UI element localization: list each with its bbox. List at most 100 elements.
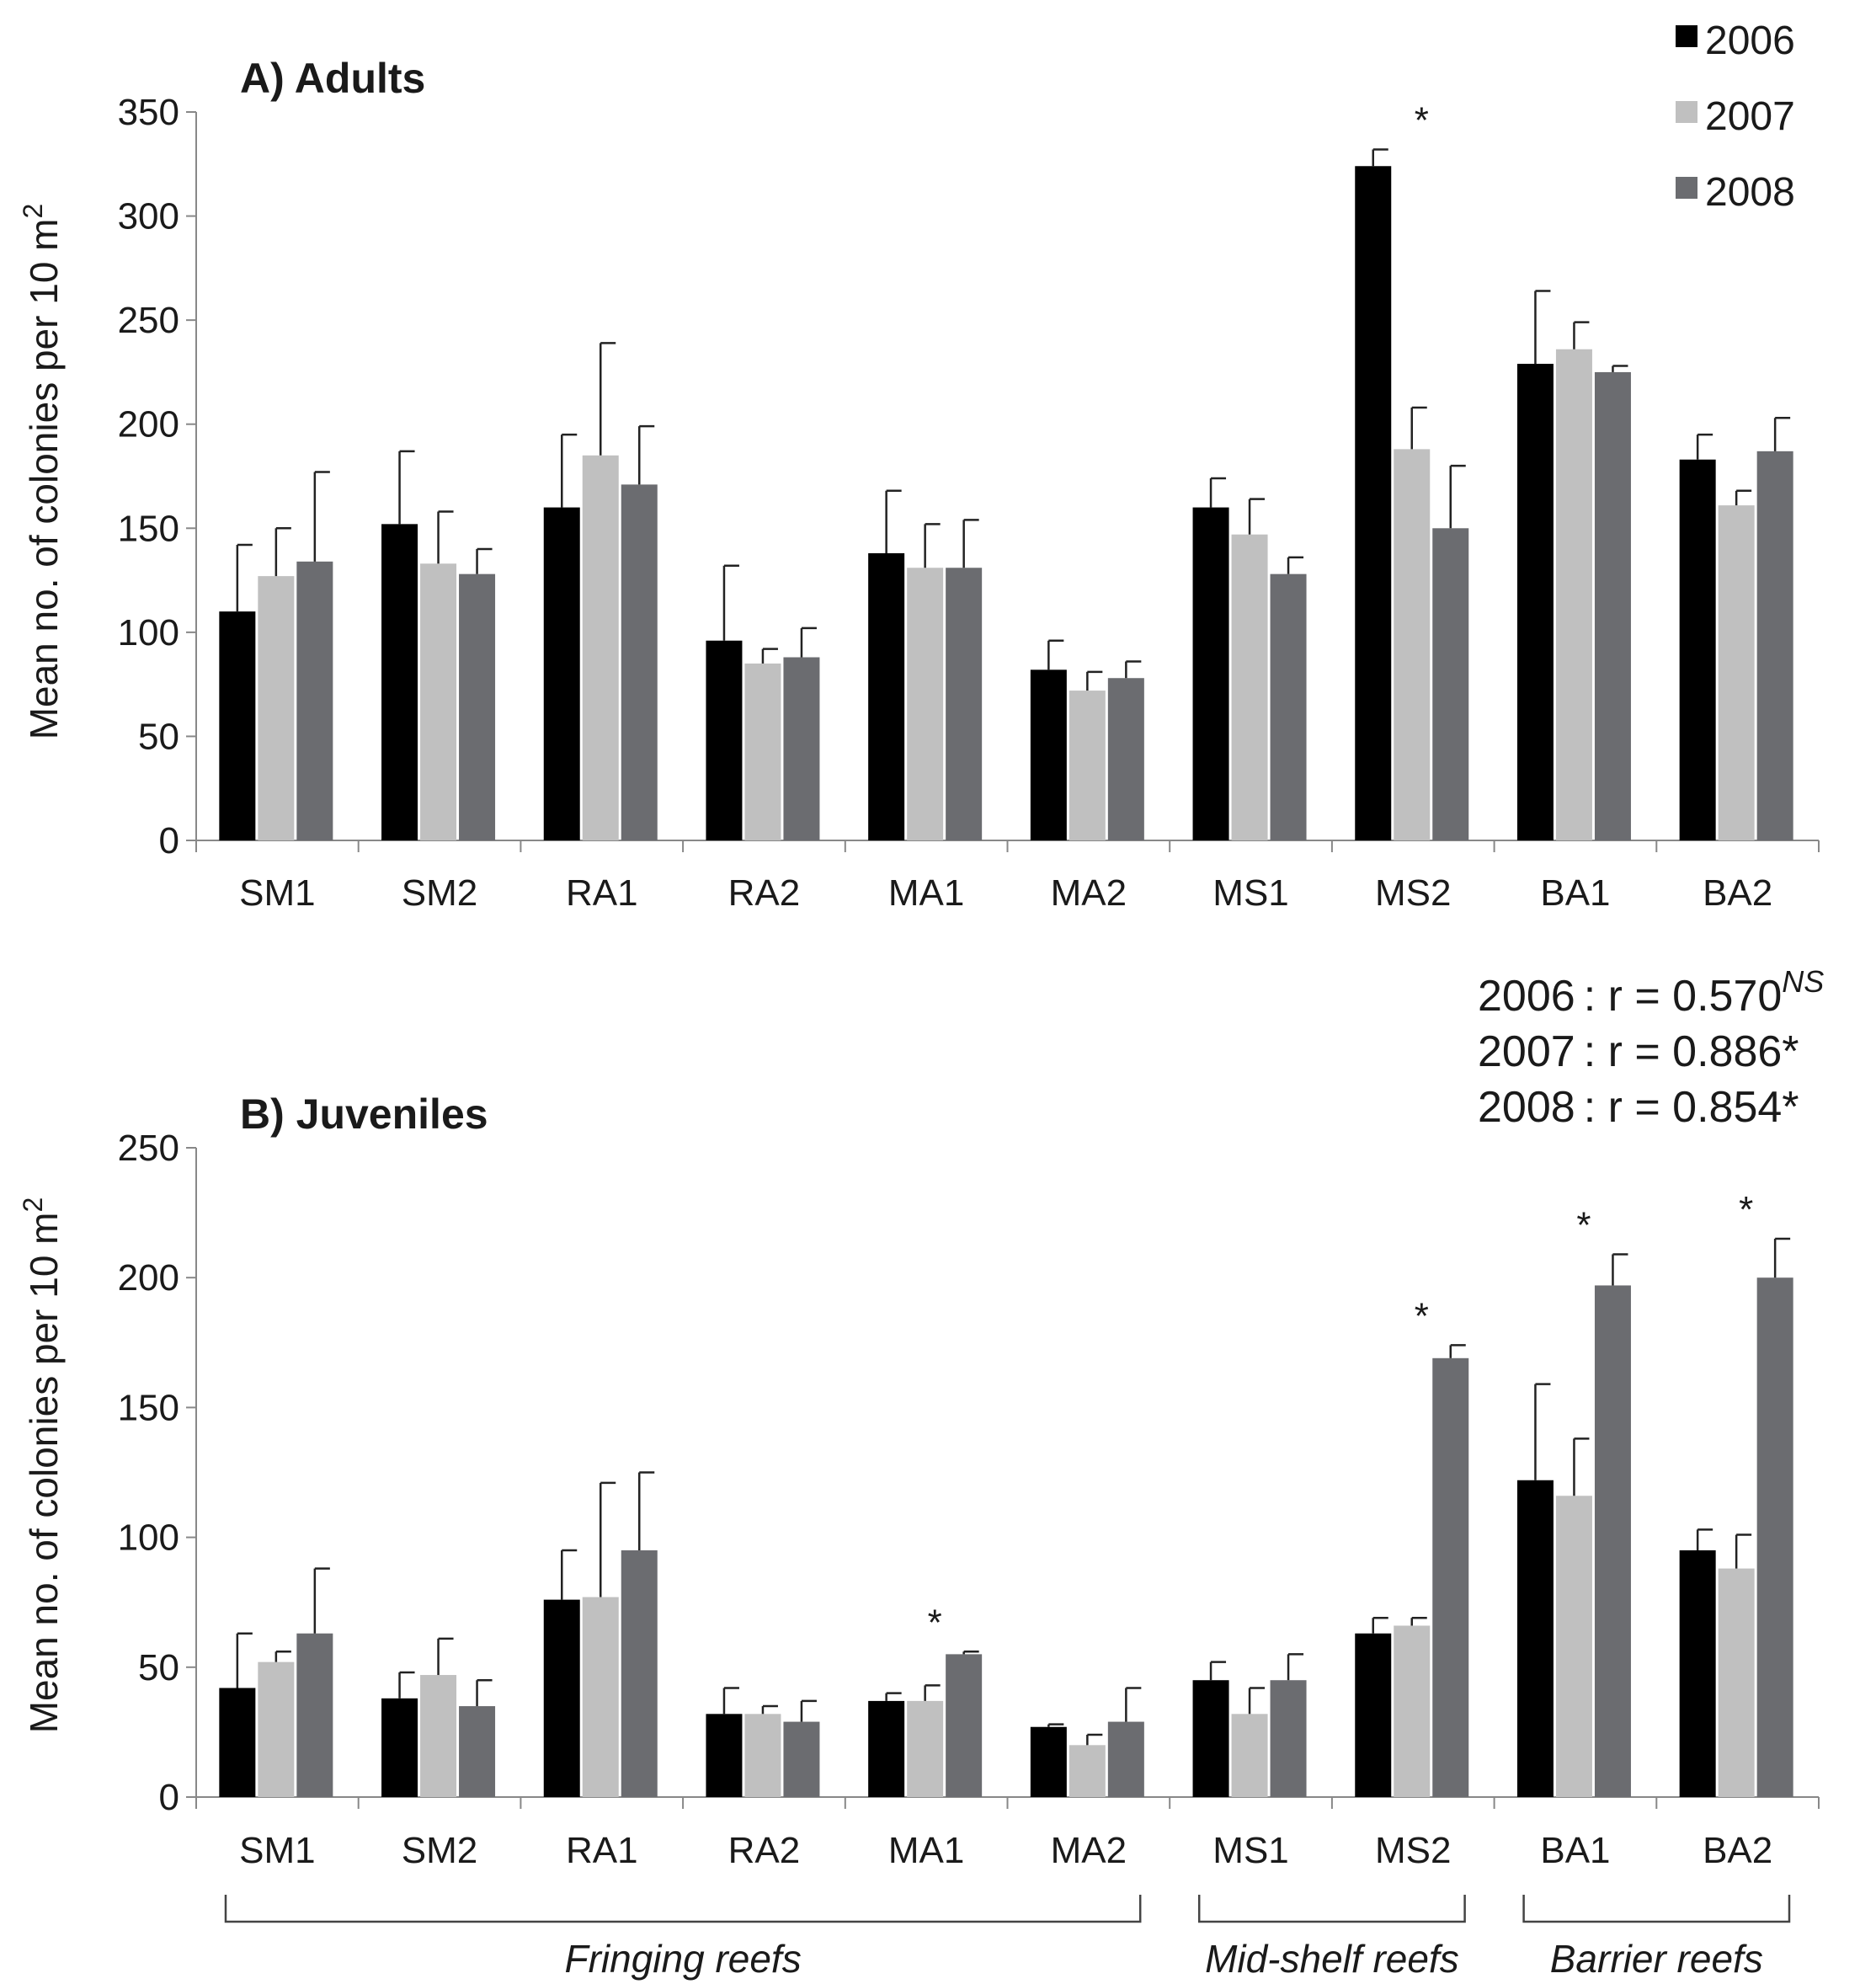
panel-b-bar-SM2-2006 (381, 1698, 418, 1797)
panel-a-error-bar-SM2-2008 (476, 547, 493, 574)
panel-a-y-axis-label-text: Mean no. of colonies per 10 m (22, 218, 66, 739)
correlation-2008-text: : r = 0.854* (1584, 1083, 1799, 1132)
panel-b-error-bar-MS2-2008 (1449, 1344, 1466, 1358)
panel-b-error-bar-MA2-2008 (1125, 1687, 1142, 1722)
correlation-2006-sup: NS (1782, 964, 1824, 999)
panel-b-error-bar-BA2-2006 (1696, 1528, 1713, 1551)
panel-a-bar-BA1-2006 (1516, 364, 1554, 840)
panel-a-bar-RA1-2007 (582, 455, 619, 840)
panel-a-bar-RA1-2008 (621, 484, 658, 840)
panel-a-bar-SM2-2006 (381, 524, 418, 840)
panel-b-x-tick-label-MS1: MS1 (1212, 1830, 1288, 1871)
panel-a-bar-MS1-2007 (1231, 534, 1268, 840)
panel-a-error-bar-MA1-2008 (962, 519, 979, 568)
panel-a-error-bar-MA1-2006 (885, 489, 902, 553)
panel-a-x-tick-label-RA2: RA2 (728, 872, 801, 914)
panel-b-error-bar-MS1-2007 (1248, 1687, 1266, 1715)
panel-a-error-bar-BA1-2007 (1573, 321, 1590, 349)
correlation-2008: 2008: r = 0.854* (1478, 1083, 1799, 1132)
panel-a-y-tick-label: 350 (118, 92, 179, 133)
panel-a-error-bar-MS2-2006 (1372, 148, 1388, 167)
panel-b-bar-MA2-2007 (1069, 1745, 1106, 1797)
panel-a-error-bar-SM2-2006 (398, 450, 415, 525)
reef-group-bracket-1: Mid-shelf reefs (1197, 1895, 1466, 1981)
panel-a-error-bar-MS1-2006 (1209, 477, 1227, 508)
correlation-2007-text: : r = 0.886* (1584, 1027, 1799, 1076)
panel-b-bar-BA1-2008 (1594, 1285, 1631, 1797)
panel-b-bar-MS1-2008 (1270, 1680, 1307, 1797)
panel-a-bar-BA1-2008 (1594, 371, 1631, 840)
panel-b-x-tick-label-MS2: MS2 (1375, 1830, 1451, 1871)
legend-swatch-2006 (1676, 25, 1697, 47)
reef-groups: Fringing reefs Mid-shelf reefs Barrier ree… (224, 1895, 1791, 1981)
panel-a-bar-BA1-2007 (1555, 349, 1592, 840)
reef-group-bracket-0: Fringing reefs (224, 1895, 1142, 1981)
panel-b-x-tick-label-RA2: RA2 (728, 1830, 801, 1871)
panel-a-bar-MS1-2006 (1192, 507, 1229, 840)
panel-a-bar-MA1-2006 (868, 552, 905, 840)
panel-b-x-tick-label-SM1: SM1 (239, 1830, 315, 1871)
panel-b-error-bar-RA2-2008 (800, 1699, 817, 1722)
panel-a-bar-SM1-2007 (258, 576, 295, 840)
panel-b-y-axis-label: Mean no. of colonies per 10 m2 (18, 1197, 66, 1734)
panel-a-x-tick-label-MA2: MA2 (1051, 872, 1127, 914)
panel-b-y-tick-label: 200 (118, 1257, 179, 1299)
panel-b-error-bar-RA1-2008 (638, 1471, 655, 1551)
panel-a-x-tick-label-MS2: MS2 (1375, 872, 1451, 914)
panel-b-error-bar-RA2-2006 (722, 1687, 739, 1715)
bracket-line (1522, 1895, 1791, 1923)
panel-a-error-bar-SM1-2006 (236, 543, 253, 612)
panel-b-x-tick-label-RA1: RA1 (566, 1830, 638, 1871)
panel-a-error-bar-BA1-2006 (1534, 290, 1551, 365)
panel-a-bar-MS2-2006 (1355, 166, 1392, 840)
panel-b-bar-SM2-2007 (420, 1675, 457, 1797)
panel-b-error-bar-MA2-2007 (1086, 1733, 1103, 1746)
panel-a-x-tick-label-BA2: BA2 (1703, 872, 1772, 914)
panel-b-x-tick-label-MA1: MA1 (888, 1830, 964, 1871)
panel-b-bar-MS1-2007 (1231, 1714, 1268, 1797)
panel-b-error-bar-BA1-2006 (1534, 1383, 1551, 1480)
panel-b-error-bar-RA2-2007 (761, 1704, 778, 1715)
panel-a-bar-BA2-2006 (1679, 459, 1716, 840)
bracket-line (224, 1895, 1142, 1923)
panel-a-bar-MA2-2007 (1069, 691, 1106, 840)
legend-label-2006: 2006 (1705, 19, 1795, 63)
panel-b-error-bar-SM1-2007 (274, 1651, 291, 1662)
panel-a-bar-MA1-2007 (907, 568, 944, 840)
panel-a-y-tick-label: 250 (118, 300, 179, 341)
panel-b-error-bar-SM2-2006 (398, 1671, 415, 1699)
panel-b-significance-MA1: * (928, 1602, 942, 1643)
panel-a-bar-BA2-2008 (1756, 451, 1793, 840)
panel-adults: A) Adults Mean no. of colonies per 10 m2… (18, 55, 1820, 914)
panel-b-bar-MS2-2008 (1432, 1357, 1469, 1797)
correlation-2006-text: : r = 0.570 (1584, 972, 1783, 1021)
panel-a-error-bar-BA2-2008 (1773, 417, 1791, 451)
panel-b-significance-BA2: * (1739, 1189, 1753, 1230)
panel-b-labels: 0 50 100 150 200 250 SM1 SM2 RA1 RA2 MA1 MA2 MS1 MS2 B… (118, 1128, 1773, 1871)
panel-a-bar-SM2-2008 (459, 573, 496, 840)
panel-b-error-bar-SM1-2008 (313, 1567, 330, 1634)
panel-a-error-bar-RA2-2007 (761, 648, 778, 664)
panel-a-bar-MA2-2008 (1107, 678, 1144, 840)
panel-a-bar-SM2-2007 (420, 563, 457, 840)
panel-juveniles: B) Juveniles Mean no. of colonies per 10… (18, 1091, 1820, 1871)
panel-b-bar-RA1-2008 (621, 1550, 658, 1797)
panel-b-bar-RA2-2008 (783, 1721, 820, 1797)
panel-b-significance-MS2: * (1415, 1295, 1429, 1336)
panel-a-bar-MS2-2007 (1394, 449, 1431, 840)
panel-a-y-tick-label: 0 (159, 820, 179, 861)
panel-b-y-tick-label: 0 (159, 1777, 179, 1818)
panel-b-bar-MA2-2006 (1030, 1726, 1067, 1797)
panel-b-error-bar-SM1-2006 (236, 1632, 253, 1688)
panel-a-x-tick-label-SM2: SM2 (402, 872, 477, 914)
correlation-annotation: 2006: r = 0.570NS 2007: r = 0.886* 2008:… (1478, 964, 1824, 1132)
panel-a-error-bar-BA2-2007 (1735, 489, 1752, 506)
panel-a-y-tick-label: 100 (118, 612, 179, 653)
panel-a-bar-RA2-2008 (783, 657, 820, 840)
panel-b-bar-MS2-2007 (1394, 1625, 1431, 1797)
panel-b-bar-SM1-2006 (219, 1688, 256, 1797)
panel-a-error-bar-BA2-2006 (1696, 433, 1713, 460)
panel-b-error-bar-MA1-2007 (924, 1684, 941, 1701)
correlation-2008-year: 2008 (1478, 1083, 1575, 1132)
panel-a-error-bar-SM1-2007 (274, 527, 291, 577)
